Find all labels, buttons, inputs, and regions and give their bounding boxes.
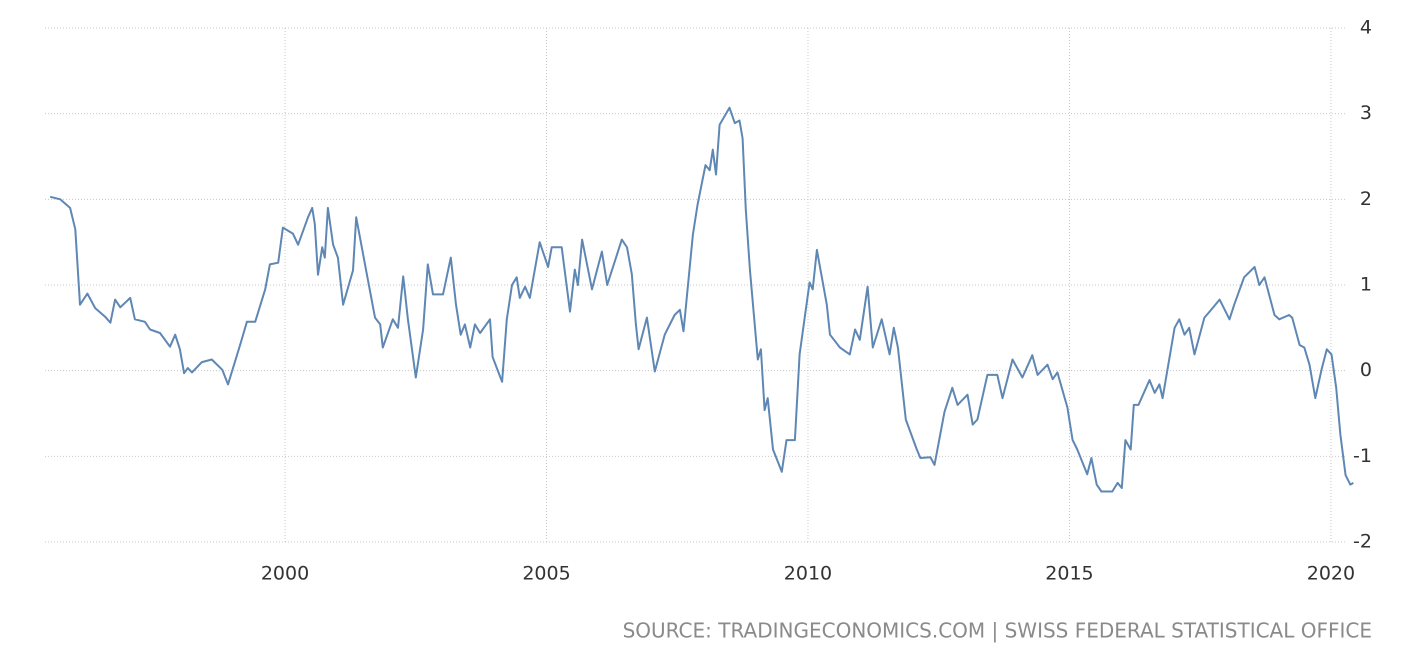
y-tick-label: 2 bbox=[1360, 188, 1372, 210]
y-tick-label: 1 bbox=[1360, 274, 1372, 296]
y-tick-label: 0 bbox=[1360, 359, 1372, 381]
source-note: SOURCE: TRADINGECONOMICS.COM | SWISS FED… bbox=[623, 619, 1372, 643]
data-line bbox=[49, 106, 1354, 493]
x-tick-label: 2010 bbox=[784, 563, 832, 585]
y-tick-label: -1 bbox=[1353, 445, 1372, 467]
x-tick-label: 2005 bbox=[522, 563, 570, 585]
y-tick-label: 4 bbox=[1360, 17, 1372, 39]
x-tick-label: 2015 bbox=[1045, 563, 1093, 585]
y-tick-label: 3 bbox=[1360, 102, 1372, 124]
x-tick-label: 2000 bbox=[261, 563, 309, 585]
y-tick-label: -2 bbox=[1353, 531, 1372, 553]
x-tick-label: 2020 bbox=[1307, 563, 1355, 585]
